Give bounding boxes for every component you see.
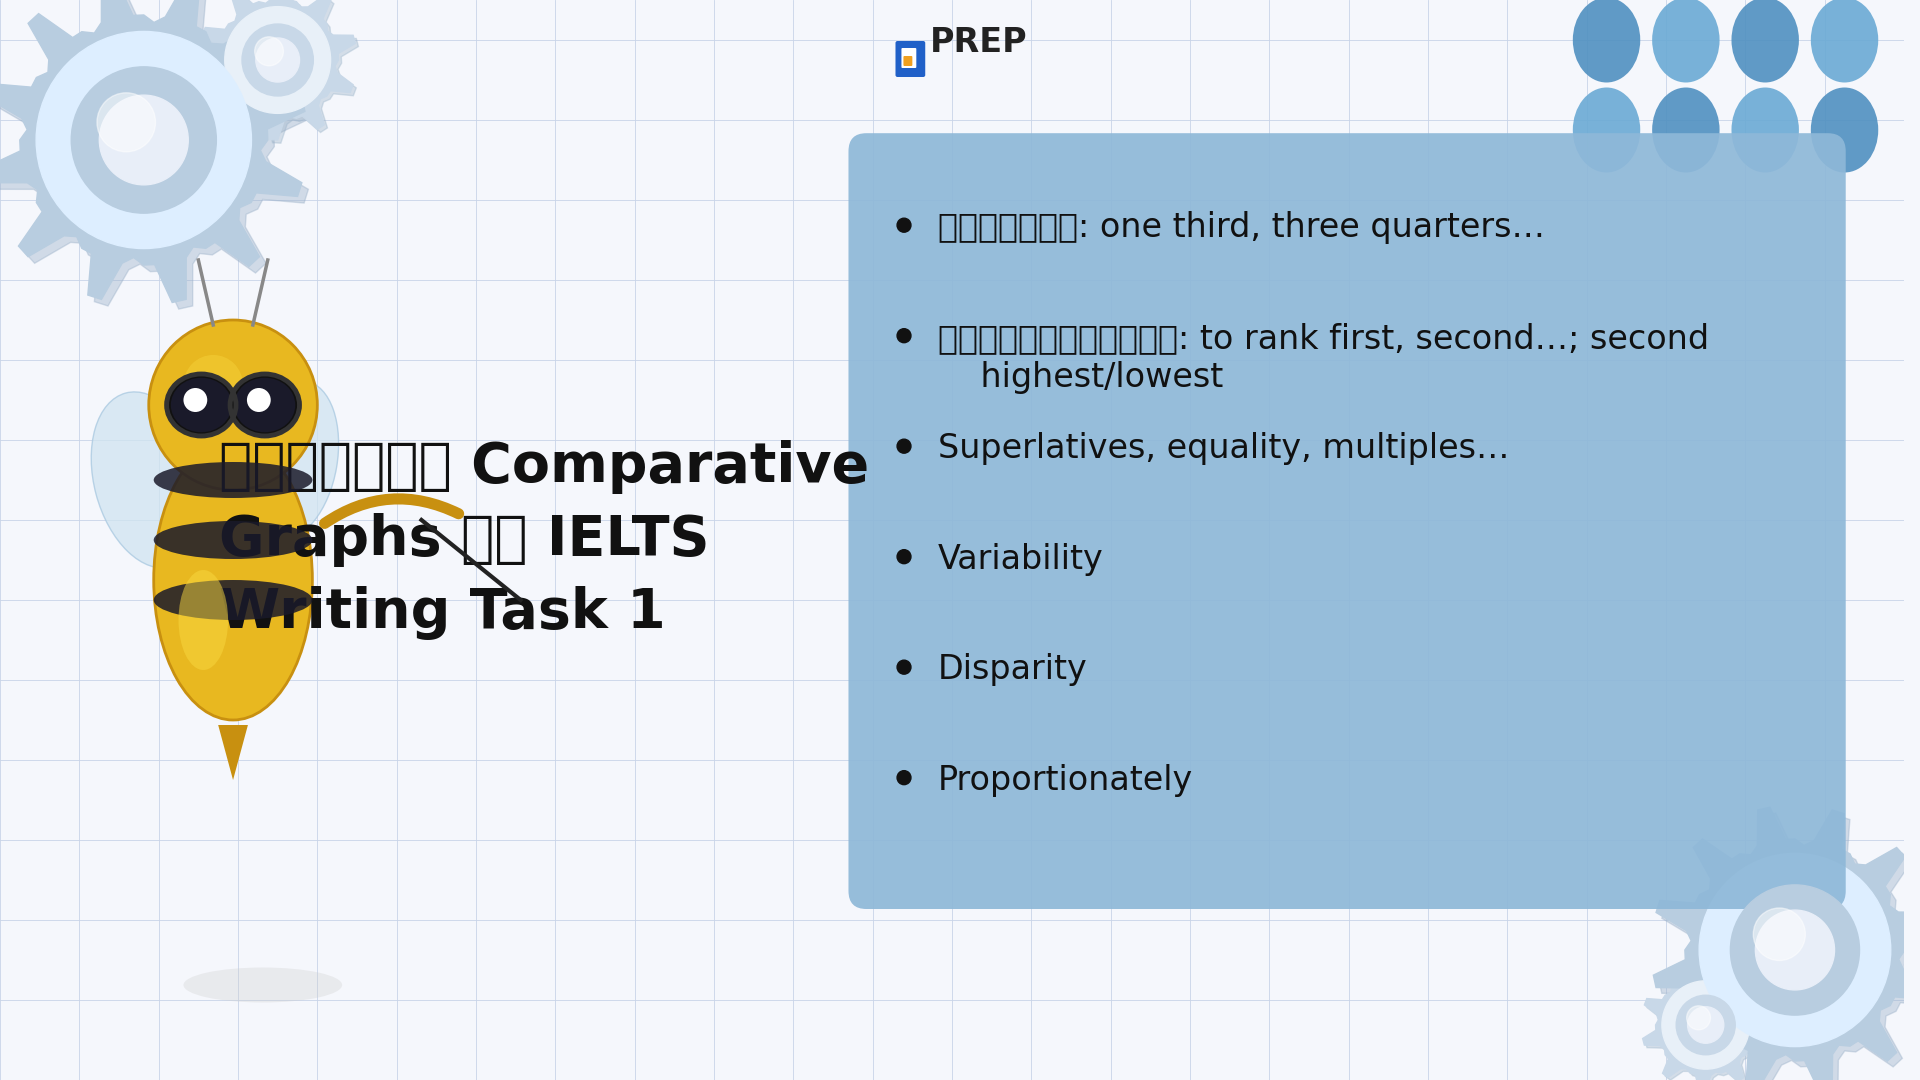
Circle shape: [98, 93, 156, 152]
Circle shape: [242, 24, 313, 96]
Circle shape: [897, 660, 910, 674]
Circle shape: [1755, 910, 1834, 990]
Ellipse shape: [1572, 0, 1640, 82]
Polygon shape: [1644, 960, 1768, 1080]
Ellipse shape: [1732, 87, 1799, 173]
Text: Disparity: Disparity: [937, 653, 1087, 686]
Ellipse shape: [1651, 87, 1720, 173]
Polygon shape: [0, 0, 305, 302]
Text: Proportionately: Proportionately: [937, 764, 1192, 797]
Circle shape: [1730, 885, 1859, 1015]
Circle shape: [36, 31, 252, 248]
Circle shape: [184, 355, 244, 415]
Text: คำศัพท์ Comparative
Graphs ใน IELTS
Writing Task 1: คำศัพท์ Comparative Graphs ใน IELTS Writ…: [219, 441, 870, 639]
Circle shape: [1663, 981, 1749, 1069]
Ellipse shape: [154, 580, 313, 620]
Ellipse shape: [184, 968, 342, 1002]
Ellipse shape: [246, 381, 338, 539]
Ellipse shape: [1572, 87, 1640, 173]
Polygon shape: [200, 0, 355, 140]
Circle shape: [225, 6, 330, 113]
Ellipse shape: [1811, 0, 1878, 82]
Circle shape: [184, 388, 207, 411]
Ellipse shape: [1651, 0, 1720, 82]
FancyBboxPatch shape: [902, 48, 916, 68]
Polygon shape: [1645, 962, 1772, 1080]
Ellipse shape: [92, 392, 205, 568]
FancyBboxPatch shape: [849, 133, 1845, 909]
Polygon shape: [0, 0, 311, 309]
Ellipse shape: [232, 376, 298, 434]
Ellipse shape: [154, 440, 313, 720]
Circle shape: [148, 320, 317, 490]
Ellipse shape: [1732, 0, 1799, 82]
Text: Superlatives, equality, multiples…: Superlatives, equality, multiples…: [937, 432, 1509, 465]
Text: เศษส่วน: one third, three quarters…: เศษส่วน: one third, three quarters…: [937, 212, 1546, 244]
Ellipse shape: [154, 521, 313, 559]
Circle shape: [248, 388, 271, 411]
Circle shape: [1676, 996, 1736, 1055]
FancyBboxPatch shape: [904, 56, 912, 66]
Circle shape: [255, 37, 284, 66]
Circle shape: [100, 95, 188, 185]
Text: Variability: Variability: [937, 542, 1104, 576]
Text: การจัดอันดับ: to rank first, second…; second
    highest/lowest: การจัดอันดับ: to rank first, second…; se…: [937, 322, 1709, 394]
Text: PREP: PREP: [929, 27, 1027, 59]
Ellipse shape: [179, 570, 228, 670]
Ellipse shape: [154, 462, 313, 498]
Circle shape: [897, 771, 910, 785]
Circle shape: [897, 328, 910, 342]
Circle shape: [1688, 1007, 1724, 1043]
Polygon shape: [1659, 813, 1920, 1080]
Circle shape: [897, 550, 910, 564]
Polygon shape: [1653, 807, 1920, 1080]
Polygon shape: [219, 725, 248, 780]
Circle shape: [1686, 1005, 1711, 1030]
Circle shape: [1699, 853, 1891, 1047]
Polygon shape: [204, 0, 359, 144]
Circle shape: [71, 67, 217, 213]
Circle shape: [897, 218, 910, 232]
Circle shape: [1753, 908, 1805, 960]
Ellipse shape: [169, 376, 234, 434]
Circle shape: [255, 38, 300, 82]
Circle shape: [897, 440, 910, 454]
FancyBboxPatch shape: [895, 41, 925, 77]
Ellipse shape: [1811, 87, 1878, 173]
